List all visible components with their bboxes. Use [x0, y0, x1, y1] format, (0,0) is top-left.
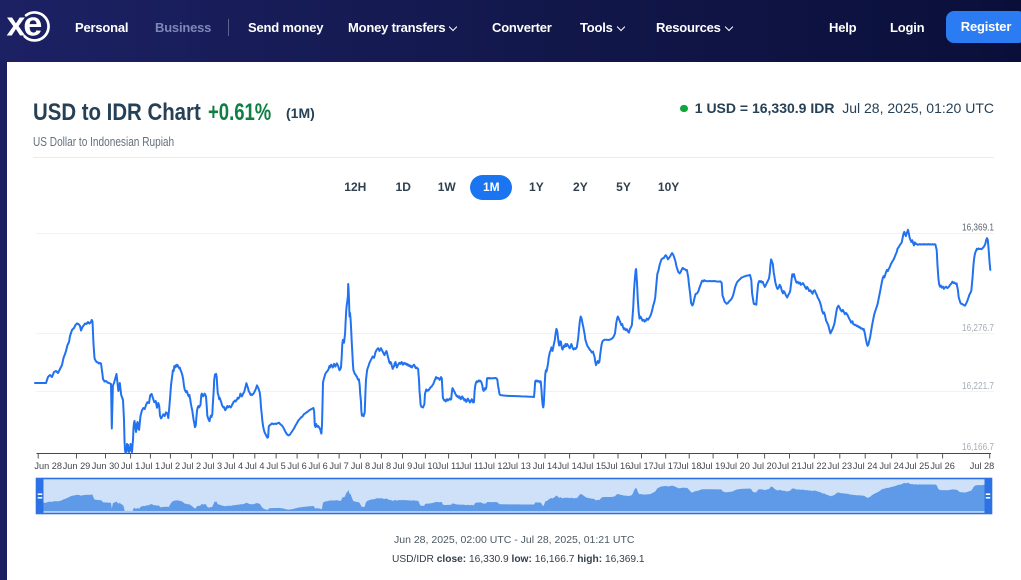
svg-text:Jul 13: Jul 13 [506, 461, 531, 471]
svg-text:Jul 28: Jul 28 [970, 461, 995, 471]
svg-text:Jul 4: Jul 4 [245, 461, 264, 471]
svg-text:Jun 29: Jun 29 [63, 461, 91, 471]
svg-text:Jul 23: Jul 23 [828, 461, 853, 471]
svg-text:Jul 10: Jul 10 [413, 461, 438, 471]
svg-text:Jul 21: Jul 21 [777, 461, 802, 471]
svg-text:Jul 12: Jul 12 [483, 461, 508, 471]
svg-text:Jul 20: Jul 20 [752, 461, 777, 471]
svg-text:Jul 24: Jul 24 [879, 461, 904, 471]
svg-text:Jul 24: Jul 24 [853, 461, 878, 471]
svg-text:Jul 1: Jul 1 [121, 461, 140, 471]
svg-text:Jul 20: Jul 20 [725, 461, 750, 471]
svg-text:Jul 5: Jul 5 [266, 461, 285, 471]
svg-text:16,221.7: 16,221.7 [962, 381, 994, 392]
svg-text:16,369.1: 16,369.1 [962, 223, 994, 234]
svg-text:Jul 1: Jul 1 [141, 461, 160, 471]
svg-text:Jul 22: Jul 22 [802, 461, 827, 471]
svg-text:Jun 30: Jun 30 [92, 461, 120, 471]
svg-text:Jul 14: Jul 14 [533, 461, 558, 471]
svg-text:Jul 8: Jul 8 [351, 461, 370, 471]
svg-text:Jul 7: Jul 7 [329, 461, 348, 471]
svg-text:Jul 9: Jul 9 [393, 461, 412, 471]
svg-text:Jul 4: Jul 4 [224, 461, 243, 471]
svg-text:Jul 11: Jul 11 [437, 461, 461, 471]
svg-text:Jul 16: Jul 16 [606, 461, 631, 471]
svg-text:Jul 2: Jul 2 [182, 461, 201, 471]
svg-text:Jul 17: Jul 17 [653, 461, 678, 471]
svg-text:Jul 17: Jul 17 [629, 461, 654, 471]
svg-text:Jul 19: Jul 19 [701, 461, 726, 471]
svg-text:xe: xe [7, 8, 42, 44]
svg-text:Jul 26: Jul 26 [930, 461, 955, 471]
svg-text:16,166.7: 16,166.7 [962, 442, 994, 453]
svg-text:Jul 15: Jul 15 [582, 461, 607, 471]
svg-text:16,276.7: 16,276.7 [962, 323, 994, 334]
svg-text:Jun 28: Jun 28 [34, 461, 62, 471]
svg-text:Jul 14: Jul 14 [557, 461, 582, 471]
svg-text:Jul 18: Jul 18 [677, 461, 702, 471]
svg-text:Jul 3: Jul 3 [203, 461, 222, 471]
svg-text:Jul 25: Jul 25 [905, 461, 930, 471]
svg-text:Jul 6: Jul 6 [287, 461, 306, 471]
svg-text:Jul 2: Jul 2 [161, 461, 180, 471]
svg-text:Jul 8: Jul 8 [372, 461, 391, 471]
svg-text:Jul 6: Jul 6 [308, 461, 327, 471]
svg-text:Jul 11: Jul 11 [460, 461, 484, 471]
